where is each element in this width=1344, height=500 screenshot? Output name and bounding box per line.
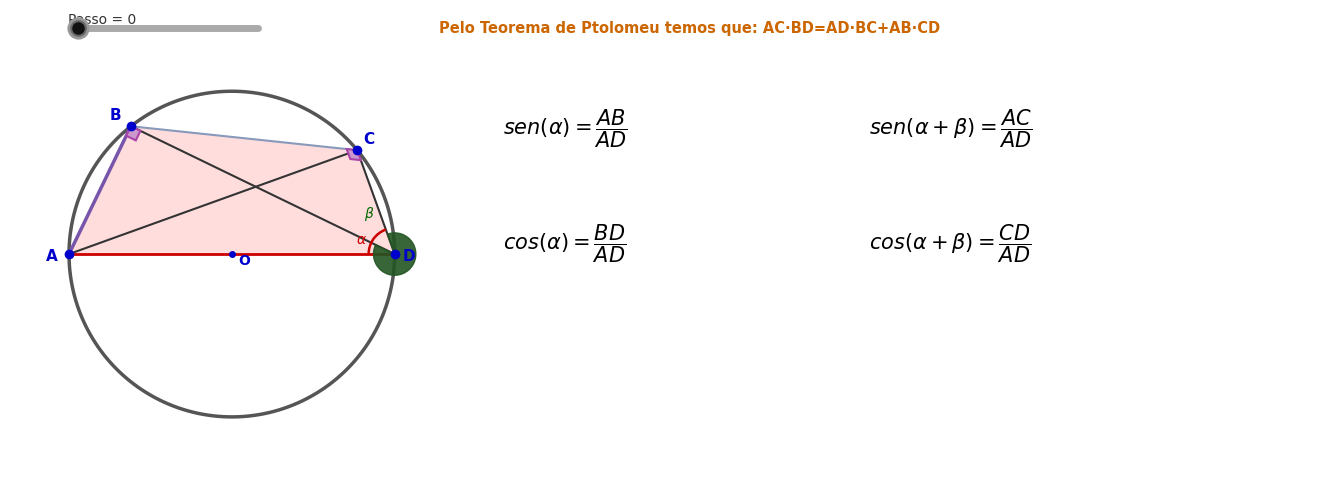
Polygon shape	[69, 126, 395, 254]
Text: C: C	[364, 132, 375, 146]
Text: $cos(\alpha) = \dfrac{BD}{AD}$: $cos(\alpha) = \dfrac{BD}{AD}$	[503, 222, 626, 265]
Wedge shape	[374, 233, 415, 275]
Text: D: D	[403, 248, 415, 264]
Text: $\alpha$: $\alpha$	[356, 234, 367, 247]
Text: A: A	[46, 248, 58, 264]
Text: $sen(\alpha + \beta) = \dfrac{AC}{AD}$: $sen(\alpha + \beta) = \dfrac{AC}{AD}$	[868, 108, 1032, 150]
Polygon shape	[347, 149, 360, 160]
Text: $cos(\alpha + \beta) = \dfrac{CD}{AD}$: $cos(\alpha + \beta) = \dfrac{CD}{AD}$	[868, 222, 1031, 265]
Text: O: O	[238, 254, 250, 268]
Text: $sen(\alpha) = \dfrac{AB}{AD}$: $sen(\alpha) = \dfrac{AB}{AD}$	[503, 108, 628, 150]
Text: Passo = 0: Passo = 0	[69, 13, 136, 27]
Text: Pelo Teorema de Ptolomeu temos que: AC·BD=AD·BC+AB·CD: Pelo Teorema de Ptolomeu temos que: AC·B…	[439, 20, 941, 36]
Text: $\beta$: $\beta$	[364, 205, 374, 223]
Text: B: B	[110, 108, 121, 122]
Polygon shape	[126, 126, 140, 140]
